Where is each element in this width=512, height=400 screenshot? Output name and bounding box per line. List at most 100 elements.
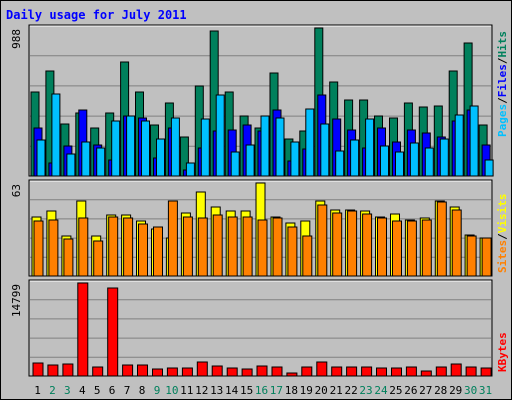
- bar-kbytes-day-26: [405, 366, 417, 377]
- bar-pages-day-22: [350, 139, 360, 177]
- bar-kbytes-day-19: [301, 366, 313, 377]
- bar-sites-day-18: [287, 226, 298, 277]
- bar-pages-day-21: [335, 150, 345, 177]
- bar-sites-day-7: [123, 217, 134, 277]
- y-max-label: 63: [10, 184, 23, 197]
- bar-sites-day-22: [347, 210, 358, 277]
- bar-kbytes-day-11: [181, 367, 193, 377]
- bar-pages-day-11: [185, 162, 195, 177]
- bar-kbytes-day-22: [346, 366, 358, 377]
- bar-sites-day-29: [451, 209, 462, 277]
- legend-kbytes: KBytes: [496, 332, 509, 372]
- bar-kbytes-day-2: [47, 364, 59, 377]
- bar-pages-day-30: [469, 105, 479, 177]
- bar-pages-day-29: [454, 114, 464, 177]
- bar-kbytes-day-6: [107, 287, 119, 377]
- bar-kbytes-day-30: [465, 366, 477, 377]
- bar-sites-day-1: [33, 220, 44, 277]
- svg-text:KBytes: KBytes: [496, 332, 509, 372]
- bar-kbytes-day-24: [376, 367, 387, 377]
- bar-pages-day-14: [230, 151, 240, 177]
- bar-sites-day-21: [332, 212, 343, 277]
- bar-pages-day-1: [36, 139, 46, 177]
- bar-sites-day-6: [108, 216, 119, 277]
- x-tick-label: 8: [139, 384, 146, 397]
- bar-kbytes-day-20: [316, 361, 328, 377]
- bar-pages-day-25: [395, 151, 404, 177]
- bar-sites-day-11: [182, 216, 193, 277]
- bar-sites-day-31: [481, 237, 492, 277]
- bar-kbytes-day-5: [92, 366, 104, 377]
- bar-pages-day-17: [275, 117, 285, 177]
- x-tick-label: 18: [285, 384, 298, 397]
- bar-sites-day-10: [167, 200, 178, 277]
- legend-files: Files: [496, 64, 509, 97]
- legend-separator: /: [496, 57, 509, 64]
- bar-pages-day-3: [66, 153, 76, 177]
- bar-sites-day-26: [406, 220, 417, 277]
- x-tick-label: 29: [449, 384, 462, 397]
- legend-sites: Sites: [496, 240, 509, 273]
- bar-pages-day-12: [200, 118, 210, 177]
- bar-sites-day-23: [362, 213, 373, 277]
- x-tick-label: 17: [270, 384, 283, 397]
- bar-kbytes-day-31: [480, 367, 492, 377]
- x-tick-label: 11: [180, 384, 193, 397]
- x-tick-label: 5: [94, 384, 101, 397]
- bar-sites-day-25: [392, 220, 402, 277]
- bar-pages-day-16: [260, 115, 270, 177]
- bar-pages-day-5: [96, 147, 106, 177]
- bar-pages-day-20: [320, 123, 330, 177]
- bar-pages-day-4: [81, 141, 91, 177]
- bar-sites-day-15: [242, 216, 253, 277]
- legend-pages: Pages: [496, 104, 509, 137]
- x-tick-label: 22: [344, 384, 357, 397]
- bar-sites-day-12: [197, 217, 208, 277]
- bar-sites-day-13: [212, 214, 223, 277]
- bar-sites-day-20: [317, 204, 328, 277]
- bar-sites-day-30: [466, 235, 477, 277]
- x-tick-label: 3: [64, 384, 71, 397]
- legend-separator: /: [496, 233, 509, 240]
- x-tick-label: 14: [225, 384, 239, 397]
- bar-kbytes-day-23: [361, 366, 373, 377]
- bar-kbytes-day-13: [211, 365, 223, 377]
- bar-pages-day-24: [380, 145, 389, 177]
- bar-kbytes-day-8: [137, 364, 148, 377]
- bar-pages-day-19: [305, 108, 315, 177]
- bar-kbytes-day-12: [196, 361, 208, 377]
- bar-sites-day-27: [421, 219, 432, 277]
- bar-sites-day-24: [377, 217, 387, 277]
- x-tick-label: 24: [374, 384, 388, 397]
- bar-sites-day-5: [93, 240, 104, 277]
- x-tick-label: 10: [165, 384, 178, 397]
- bar-pages-day-27: [424, 147, 434, 177]
- x-tick-label: 13: [210, 384, 223, 397]
- bar-kbytes-day-16: [256, 365, 268, 377]
- x-tick-label: 21: [330, 384, 343, 397]
- legend-separator: /: [496, 97, 509, 104]
- chart-panel-1: 988: [10, 24, 494, 177]
- x-tick-label: 28: [434, 384, 447, 397]
- bar-pages-day-28: [439, 138, 449, 177]
- x-tick-label: 4: [79, 384, 86, 397]
- bar-sites-day-8: [138, 223, 148, 277]
- bar-sites-day-17: [272, 217, 283, 277]
- bar-sites-day-14: [227, 216, 238, 277]
- legend-visits-sites: Sites/Visits: [496, 194, 509, 274]
- legend-kbytes-label: KBytes: [496, 332, 509, 372]
- bar-kbytes-day-10: [166, 367, 178, 377]
- x-tick-label: 25: [389, 384, 402, 397]
- x-tick-label: 6: [109, 384, 116, 397]
- bar-pages-day-8: [141, 120, 150, 177]
- x-tick-label: 31: [479, 384, 492, 397]
- x-tick-label: 26: [404, 384, 417, 397]
- x-tick-label: 7: [124, 384, 131, 397]
- bar-kbytes-day-14: [226, 367, 238, 377]
- x-tick-label: 27: [419, 384, 432, 397]
- bar-kbytes-day-18: [286, 372, 298, 377]
- bar-sites-day-19: [302, 235, 313, 277]
- bar-pages-day-18: [290, 141, 300, 177]
- x-tick-label: 1: [34, 384, 41, 397]
